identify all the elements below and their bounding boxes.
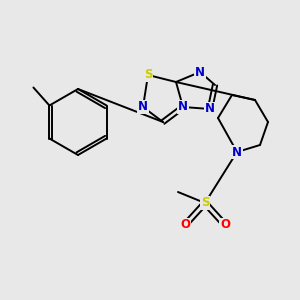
- Text: N: N: [232, 146, 242, 158]
- Text: O: O: [180, 218, 190, 232]
- Text: O: O: [220, 218, 230, 232]
- Text: S: S: [201, 196, 209, 209]
- Text: S: S: [144, 68, 152, 82]
- Text: N: N: [138, 100, 148, 113]
- Text: N: N: [178, 100, 188, 113]
- Text: N: N: [205, 103, 215, 116]
- Text: N: N: [195, 65, 205, 79]
